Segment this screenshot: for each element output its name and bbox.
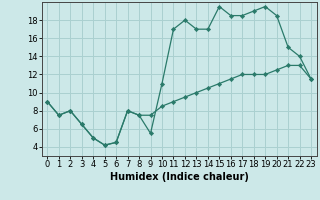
X-axis label: Humidex (Indice chaleur): Humidex (Indice chaleur) xyxy=(110,172,249,182)
